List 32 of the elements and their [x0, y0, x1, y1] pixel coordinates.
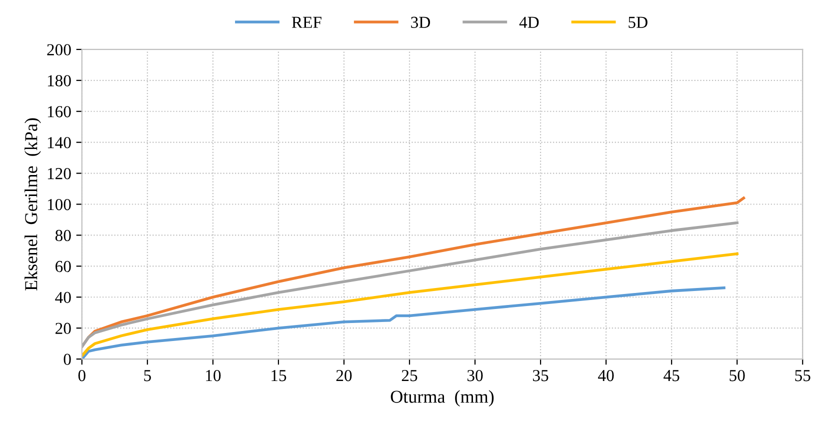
- x-tick-label: 30: [467, 370, 483, 382]
- y-tick-label: 60: [56, 260, 71, 272]
- y-tick-label: 120: [48, 168, 71, 180]
- line-series: [82, 221, 738, 348]
- x-tick-label: 15: [272, 370, 286, 382]
- line-series: [82, 252, 738, 358]
- x-axis-title: Oturma (mm): [390, 390, 494, 407]
- y-tick-label: 160: [48, 106, 71, 118]
- legend-label: REF: [292, 16, 322, 28]
- y-tick-label: 40: [55, 292, 71, 304]
- y-tick-label: 140: [48, 137, 71, 148]
- x-tick-label: 45: [664, 370, 680, 382]
- y-tick-label: 200: [47, 44, 71, 56]
- line-series: [82, 286, 726, 360]
- x-tick-label: 55: [795, 370, 810, 382]
- y-axis-title: Eksenel Gerilme (kPa): [24, 118, 41, 290]
- y-tick-label: 180: [48, 75, 71, 86]
- x-tick-label: 20: [336, 370, 352, 382]
- x-tick-label: 35: [533, 370, 548, 382]
- legend-label: 4D: [519, 16, 539, 28]
- x-tick-label: 40: [598, 370, 614, 382]
- y-tick-label: 20: [56, 322, 71, 334]
- x-tick-label: 10: [206, 370, 221, 382]
- x-tick-label: 50: [730, 370, 745, 382]
- legend-label: 3D: [411, 16, 430, 28]
- x-tick-label: 25: [402, 370, 418, 382]
- x-tick-label: 0: [78, 370, 86, 382]
- legend-label: 5D: [628, 16, 648, 28]
- y-tick-label: 0: [64, 354, 71, 365]
- x-tick-label: 5: [144, 370, 151, 382]
- y-tick-label: 80: [55, 230, 71, 242]
- y-tick-label: 100: [48, 198, 71, 210]
